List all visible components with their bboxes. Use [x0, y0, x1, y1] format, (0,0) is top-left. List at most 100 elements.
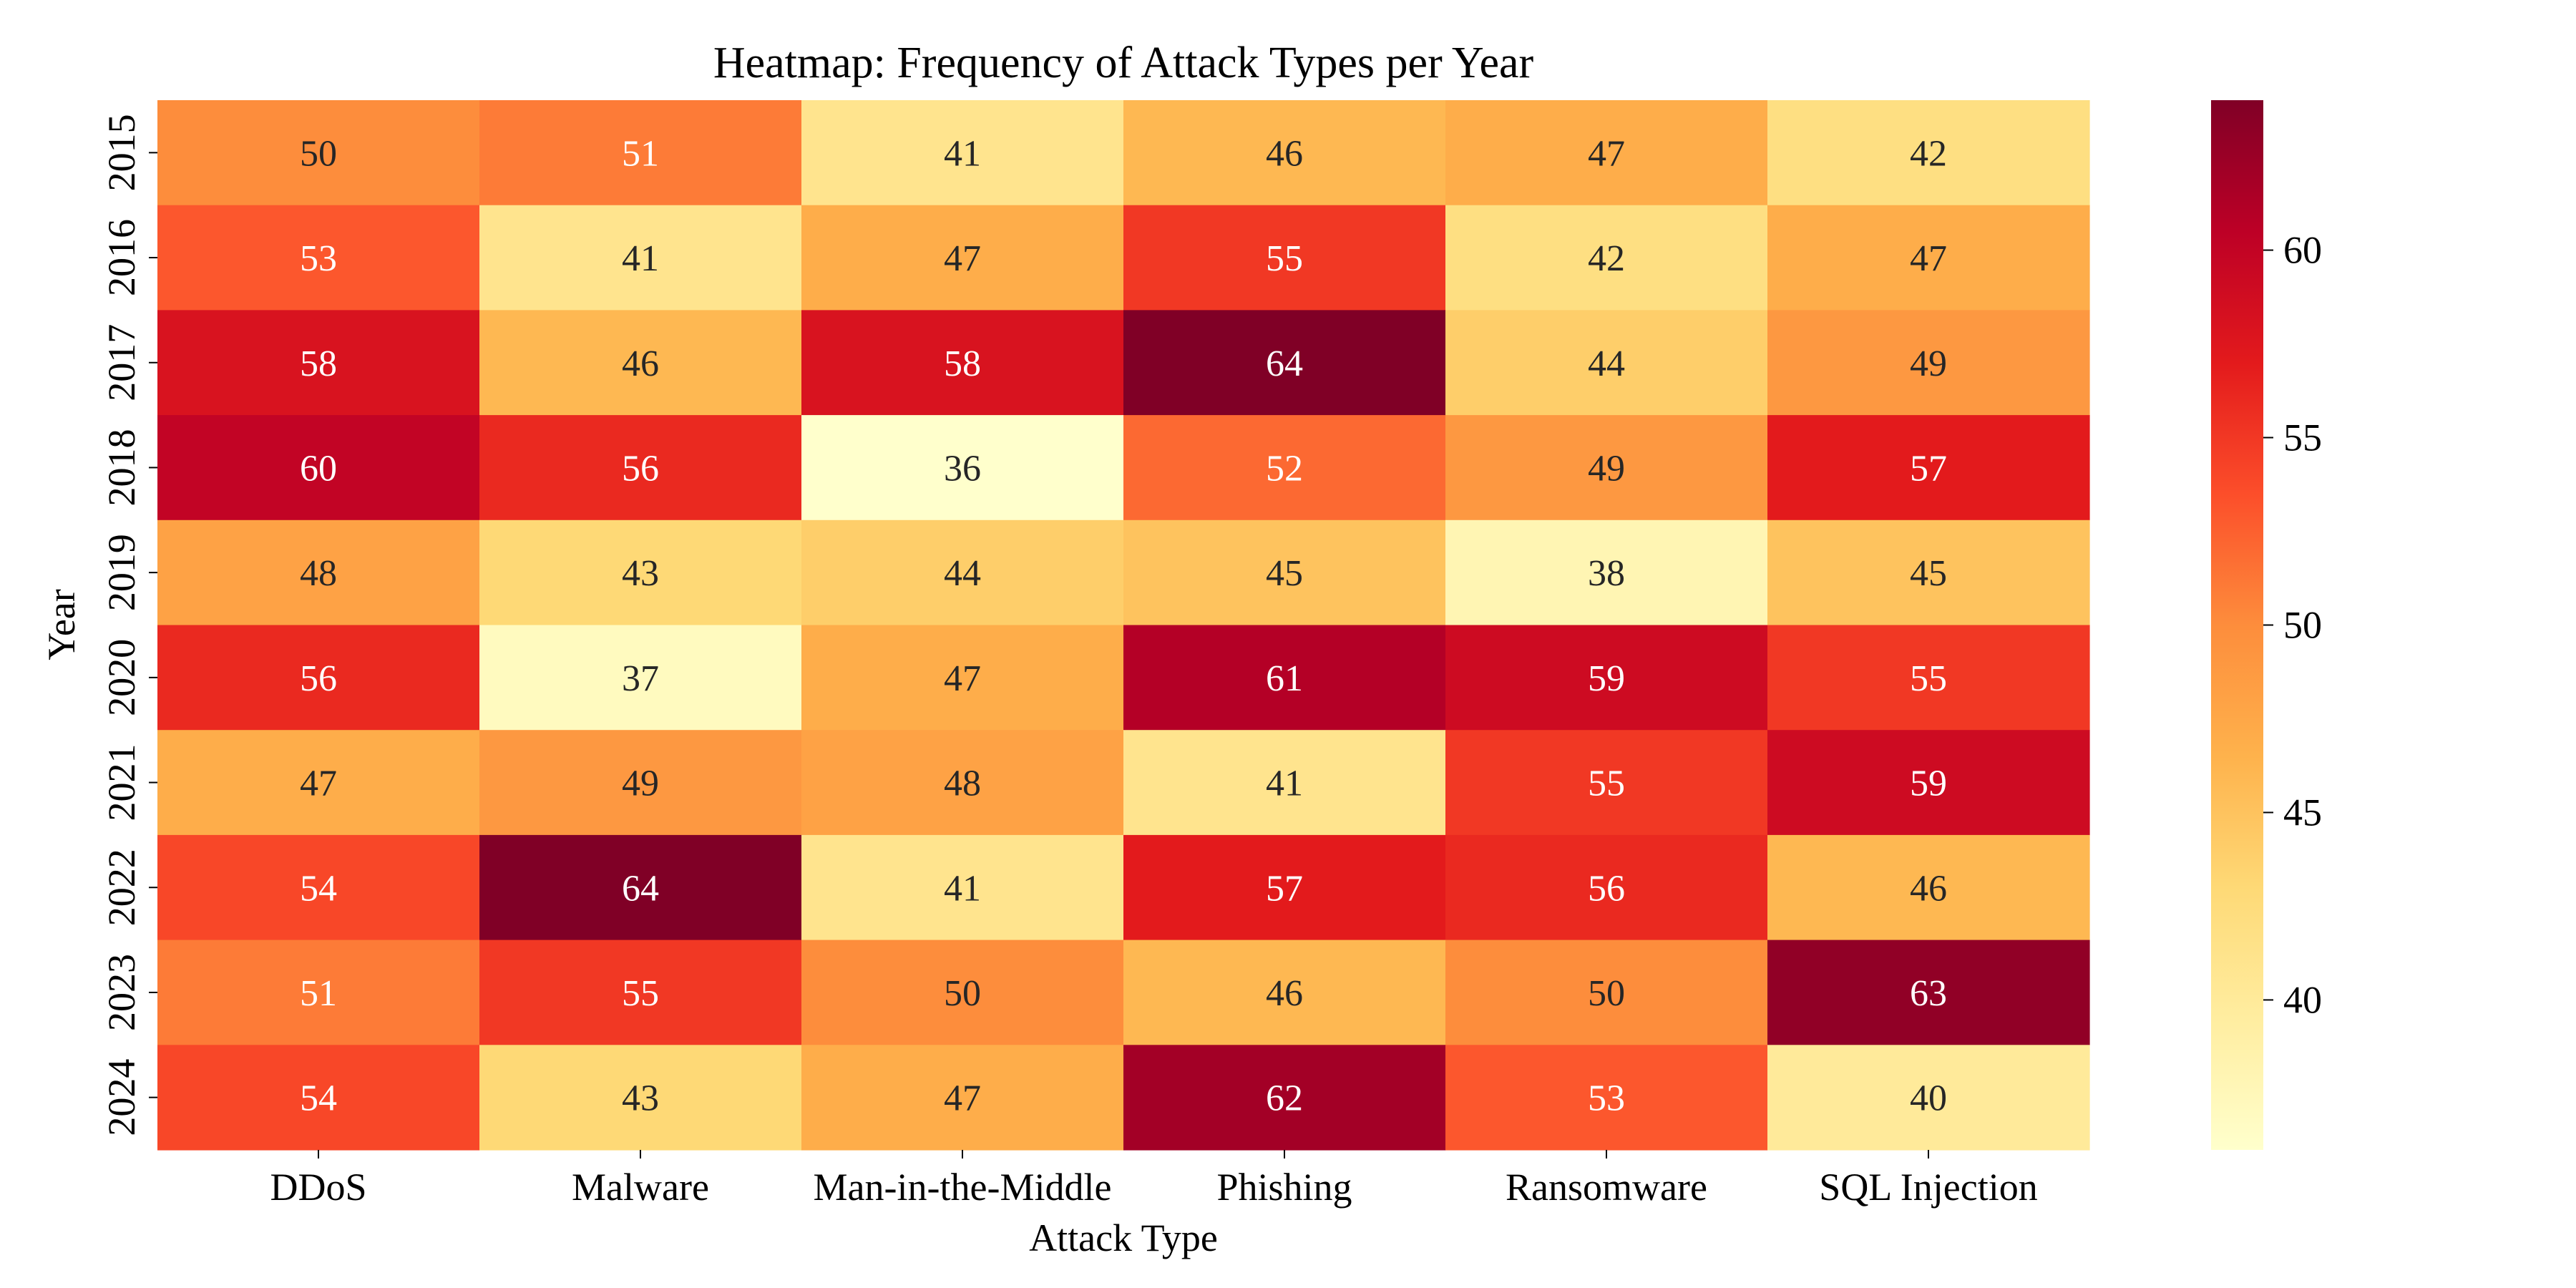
cell-value-label: 54 [300, 1078, 337, 1119]
y-tick-label: 2018 [100, 429, 143, 506]
heatmap-cell [157, 834, 480, 941]
heatmap-cell [801, 415, 1124, 521]
cell-value-label: 55 [1910, 658, 1947, 699]
cell-value-label: 46 [1266, 973, 1303, 1014]
heatmap-cell [1767, 940, 2090, 1045]
cell-value-label: 56 [622, 448, 659, 489]
cell-value-label: 49 [622, 763, 659, 804]
cell-value-label: 47 [944, 238, 981, 279]
x-tick-label: Phishing [1216, 1166, 1352, 1209]
heatmap-cell [157, 730, 480, 836]
cell-value-label: 64 [1266, 343, 1303, 384]
cell-value-label: 52 [1266, 448, 1303, 489]
heatmap-cell [479, 1045, 802, 1151]
y-tick-label: 2017 [100, 324, 143, 401]
heatmap-cell [1767, 519, 2090, 626]
heatmap-cell [1445, 940, 1768, 1045]
heatmap-cell [479, 100, 802, 206]
cell-value-label: 47 [1588, 133, 1625, 174]
cell-value-label: 61 [1266, 658, 1303, 699]
heatmap-cell [1123, 100, 1446, 206]
cell-value-label: 43 [622, 1078, 659, 1119]
cell-value-label: 49 [1588, 448, 1625, 489]
heatmap-cell [1445, 100, 1768, 206]
cell-value-label: 55 [1266, 238, 1303, 279]
cell-value-label: 45 [1910, 553, 1947, 594]
heatmap-cell [157, 205, 480, 311]
cell-value-label: 51 [622, 133, 659, 174]
heatmap-cell [801, 519, 1124, 626]
cell-value-label: 46 [1910, 868, 1947, 909]
heatmap-cell [801, 100, 1124, 206]
cell-value-label: 45 [1266, 553, 1303, 594]
y-tick-label: 2015 [100, 114, 143, 191]
heatmap-cell [801, 1045, 1124, 1151]
cell-value-label: 37 [622, 658, 659, 699]
heatmap-cell [157, 100, 480, 206]
heatmap-cell [1123, 205, 1446, 311]
cell-value-label: 51 [300, 973, 337, 1014]
heatmap-cell [479, 625, 802, 731]
heatmap-cell [479, 415, 802, 521]
x-tick-label: Man-in-the-Middle [814, 1166, 1112, 1209]
heatmap-cell [157, 310, 480, 416]
heatmap-cell [1123, 1045, 1446, 1151]
heatmap-cell [1767, 625, 2090, 731]
cell-value-label: 46 [1266, 133, 1303, 174]
heatmap-cell [479, 730, 802, 836]
cell-value-label: 58 [944, 343, 981, 384]
cell-value-label: 43 [622, 553, 659, 594]
cell-value-label: 55 [622, 973, 659, 1014]
cell-value-label: 54 [300, 868, 337, 909]
colorbar-tick-label: 45 [2283, 791, 2322, 834]
heatmap-cell [1445, 415, 1768, 521]
heatmap-cell [1123, 519, 1446, 626]
heatmap-cell [1123, 834, 1446, 941]
colorbar-axis: 40 45 50 55 60 [2263, 229, 2322, 1021]
cell-value-label: 57 [1266, 868, 1303, 909]
colorbar [2211, 100, 2263, 1150]
heatmap-cell [1445, 625, 1768, 731]
colorbar-tick-label: 50 [2283, 604, 2322, 647]
cell-value-label: 57 [1910, 448, 1947, 489]
heatmap-cell [1445, 310, 1768, 416]
cell-value-label: 41 [622, 238, 659, 279]
heatmap-cell [157, 625, 480, 731]
cell-value-label: 50 [300, 133, 337, 174]
heatmap-cell [801, 625, 1124, 731]
heatmap-cell [1445, 1045, 1768, 1151]
heatmap-cell [479, 940, 802, 1045]
colorbar-tick-label: 60 [2283, 229, 2322, 272]
cell-value-label: 46 [622, 343, 659, 384]
colorbar-tick-label: 40 [2283, 978, 2322, 1021]
cell-value-label: 56 [1588, 868, 1625, 909]
y-tick-label: 2019 [100, 534, 143, 611]
heatmap-cell [479, 205, 802, 311]
heatmap-cells [157, 100, 2090, 1151]
cell-value-label: 47 [944, 1078, 981, 1119]
x-tick-label: SQL Injection [1819, 1166, 2037, 1209]
x-tick-label: DDoS [270, 1166, 366, 1209]
heatmap-cell [1445, 834, 1768, 941]
heatmap-cell [157, 519, 480, 626]
cell-value-label: 41 [944, 868, 981, 909]
cell-value-label: 59 [1910, 763, 1947, 804]
cell-value-label: 44 [944, 553, 981, 594]
heatmap-cell [1123, 625, 1446, 731]
heatmap-cell [1123, 310, 1446, 416]
cell-value-label: 48 [944, 763, 981, 804]
cell-value-label: 60 [300, 448, 337, 489]
heatmap-annotations: 50 51 41 46 47 42 53 41 47 55 42 47 58 46 58 64 44 49 60 56… [300, 133, 1947, 1118]
colorbar-tick-label: 55 [2283, 416, 2322, 459]
cell-value-label: 50 [1588, 973, 1625, 1014]
heatmap-cell [801, 310, 1124, 416]
cell-value-label: 59 [1588, 658, 1625, 699]
heatmap-cell [1767, 205, 2090, 311]
cell-value-label: 64 [622, 868, 659, 909]
heatmap-cell [1767, 1045, 2090, 1151]
heatmap-cell [479, 834, 802, 941]
cell-value-label: 47 [944, 658, 981, 699]
y-axis: 2015 2016 2017 2018 2019 2020 2021 2022 2023 2024 [100, 114, 157, 1136]
y-tick-label: 2023 [100, 954, 143, 1031]
heatmap-cell [1123, 730, 1446, 836]
